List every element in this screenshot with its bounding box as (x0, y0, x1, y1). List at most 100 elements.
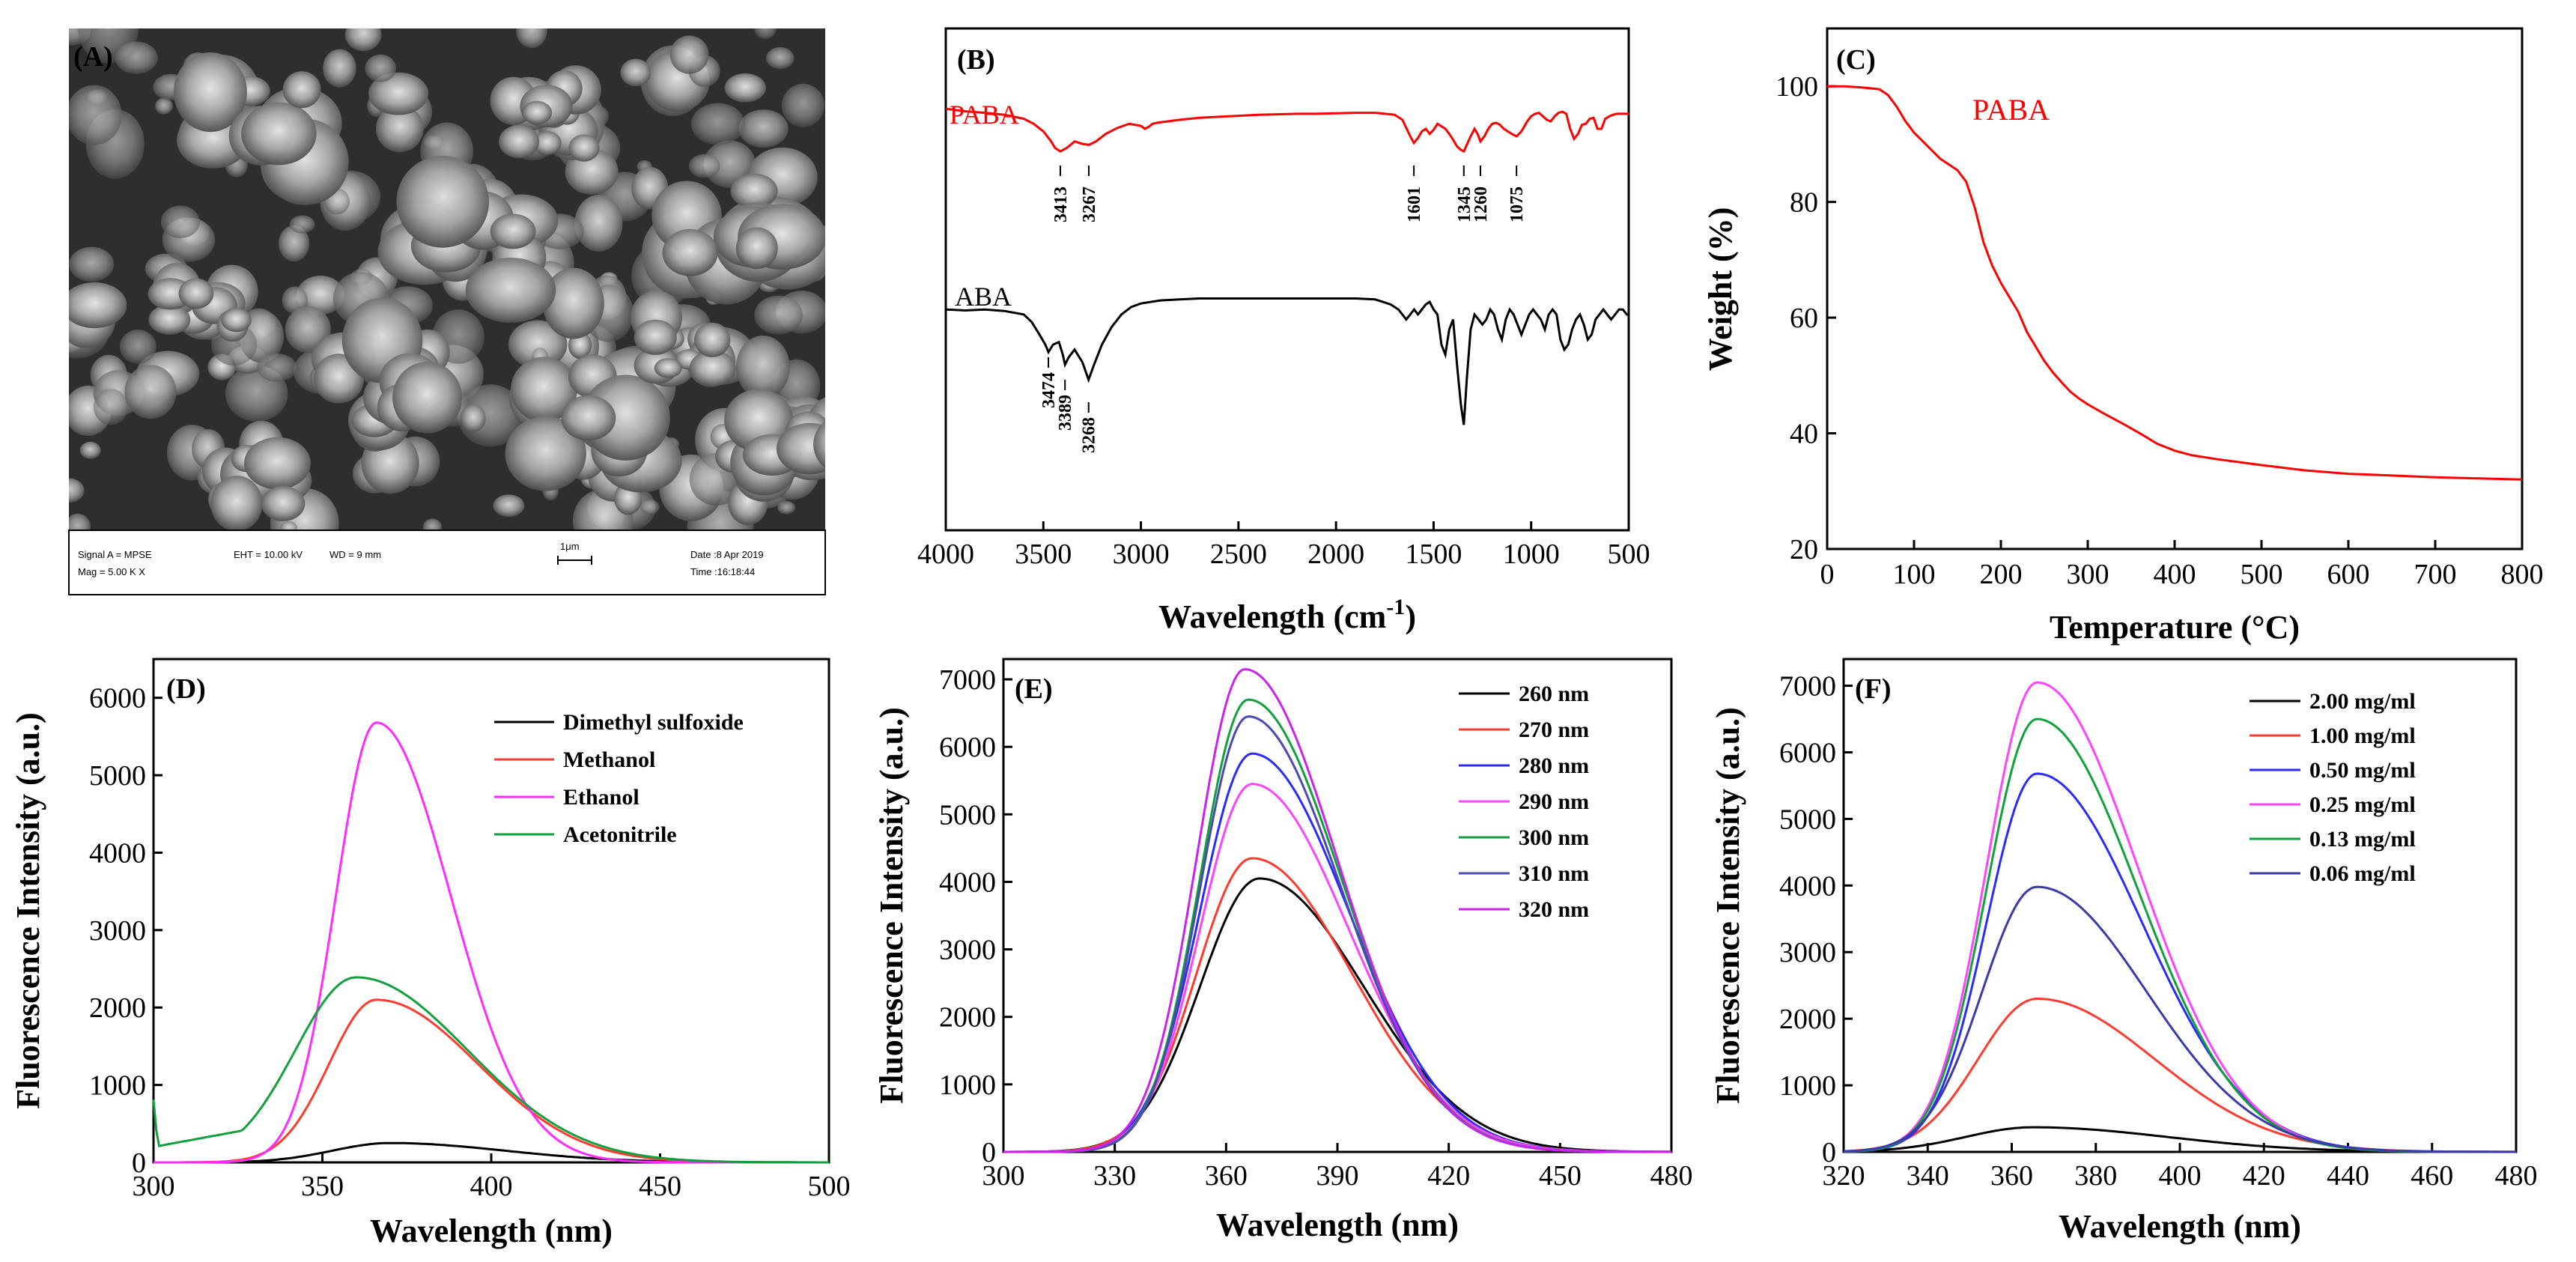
sem-particle (282, 286, 309, 315)
sem-particle (694, 322, 731, 357)
panel-d-solvent-chart: 300 350 400 450 5000100020003000400050006000… (10, 658, 851, 1249)
panel-e-legend-label-280-nm: 280 nm (1519, 753, 1589, 778)
panel-d-x-tick-label: 500 (808, 1171, 851, 1202)
panel-f-y-tick-label: 2000 (1779, 1004, 1836, 1035)
sem-particle (422, 518, 443, 530)
sem-particle (505, 416, 586, 491)
sem-particle (365, 54, 397, 82)
sem-particle (279, 225, 310, 262)
sem-particle (323, 49, 356, 88)
sem-particle (69, 246, 115, 282)
panel-b-peak-label: 1075 (1507, 186, 1527, 222)
panel-b-peak-label: 3389 (1056, 395, 1075, 431)
sem-particle (210, 476, 263, 530)
panel-b-peak-label: 1345 (1455, 186, 1474, 222)
panel-d-x-tick-label: 450 (639, 1171, 681, 1202)
panel-c-frame (1826, 27, 2524, 550)
panel-b-x-tick-label: 2000 (1307, 539, 1364, 570)
sem-eht: EHT = 10.00 kV (234, 549, 303, 560)
panel-e-x-tick-label: 420 (1427, 1160, 1470, 1192)
panel-d-x-tick-label: 350 (301, 1171, 344, 1202)
panel-a-label: (A) (73, 41, 113, 73)
panel-c-x-tick-label: 700 (2414, 559, 2457, 590)
panel-d-x-tick-label: 300 (133, 1171, 175, 1202)
panel-f-y-tick-label: 1000 (1779, 1070, 1836, 1102)
panel-f-x-tick-label: 420 (2243, 1160, 2285, 1192)
sem-particle (669, 35, 709, 74)
sem-particle (69, 85, 122, 145)
panel-e-x-tick-label: 300 (982, 1160, 1025, 1192)
panel-b-x-tick-label: 2500 (1210, 539, 1267, 570)
panel-b-peak-label: 1260 (1471, 186, 1491, 222)
sem-particle (280, 521, 297, 530)
sem-particle (561, 395, 616, 441)
sem-particle (765, 46, 795, 70)
panel-e-ticks: 300 330 360 390 420 450 480 0 1000 2000 3000 4000 50… (939, 664, 1693, 1192)
panel-e-y-tick-label: 4000 (939, 867, 996, 898)
sem-particle (221, 308, 252, 333)
sem-particle (738, 109, 789, 148)
series-label-paba: PABA (950, 100, 1019, 130)
sem-particle (282, 71, 321, 109)
sem-particle (620, 58, 651, 87)
sem-particle (465, 258, 556, 323)
sem-particle (69, 282, 127, 329)
panel-d-y-tick-label: 0 (132, 1147, 146, 1179)
panel-b-peak-label: 3267 (1080, 186, 1099, 222)
panel-c-tga-chart: 0 100 200 300 400 500 600 700 800 20 40 60 80 100 (C)… (1702, 27, 2544, 646)
sem-particle (296, 276, 344, 315)
panel-c-label: (C) (1836, 44, 1876, 76)
panel-d-legend-label-ethanol: Ethanol (563, 785, 640, 810)
panel-f-y-tick-label: 0 (1822, 1137, 1836, 1168)
panel-e-x-tick-label: 480 (1650, 1160, 1693, 1192)
sem-particle (490, 213, 536, 249)
panel-b-peak-label: 1601 (1405, 186, 1424, 222)
panel-c-x-tick-label: 400 (2154, 559, 2196, 590)
panel-f-y-tick-label: 7000 (1779, 671, 1836, 703)
panel-b-series (945, 107, 1629, 425)
panel-e-legend-label-260-nm: 260 nm (1519, 682, 1589, 706)
panel-f-y-axis-title: Fluorescence Intensity (a.u.) (1710, 707, 1746, 1104)
panel-f-legend-label-0-50-mg-ml: 0.50 mg/ml (2309, 758, 2416, 783)
panel-f-legend-label-2-00-mg-ml: 2.00 mg/ml (2309, 689, 2416, 714)
panel-e-x-tick-label: 330 (1093, 1160, 1136, 1192)
sem-particle (516, 28, 547, 49)
panel-d-label: (D) (166, 673, 206, 705)
sem-particle (542, 267, 604, 339)
panel-c-line-paba (1827, 85, 2523, 481)
sem-particle (634, 319, 677, 355)
sem-particle (735, 336, 790, 399)
panel-f-series (1843, 681, 2516, 1153)
sem-particle (124, 365, 177, 419)
sem-particle (522, 100, 553, 124)
panel-e-line-310-nm (1003, 715, 1671, 1153)
sem-particle (174, 52, 247, 133)
sem-particle (79, 441, 101, 459)
panel-d-legend-label-dimethyl-sulfoxide: Dimethyl sulfoxide (563, 710, 744, 735)
panel-f-legend-label-1-00-mg-ml: 1.00 mg/ml (2309, 723, 2416, 748)
sem-particle (69, 478, 85, 503)
sem-particle (396, 156, 489, 248)
panel-d-line-acetonitrile (152, 976, 829, 1164)
sem-particle (654, 358, 683, 378)
panel-c-x-tick-label: 800 (2501, 559, 2544, 590)
panel-e-y-tick-label: 5000 (939, 799, 996, 831)
panel-c-x-tick-label: 600 (2327, 559, 2370, 590)
panel-c-y-tick-label: 60 (1790, 303, 1818, 334)
sem-date: Date :8 Apr 2019 (690, 549, 764, 560)
panel-e-y-tick-label: 3000 (939, 935, 996, 966)
sem-particle (776, 422, 825, 475)
sem-particles (69, 28, 825, 530)
panel-b-peak-label: 3474 (1039, 372, 1059, 408)
panel-e-line-320-nm (1003, 668, 1671, 1153)
panel-e-y-tick-label: 2000 (939, 1002, 996, 1034)
sem-particle (688, 154, 720, 178)
sem-particle (257, 354, 297, 382)
panel-a-sem-image: Signal A = MPSE Mag = 5.00 K X EHT = 10.… (68, 28, 826, 595)
panel-c-x-tick-label: 0 (1820, 559, 1835, 590)
panel-d-legend: Dimethyl sulfoxide Methanol Ethanol Acetoni… (494, 710, 744, 847)
sem-particle (690, 103, 745, 145)
panel-e-y-tick-label: 7000 (939, 664, 996, 696)
